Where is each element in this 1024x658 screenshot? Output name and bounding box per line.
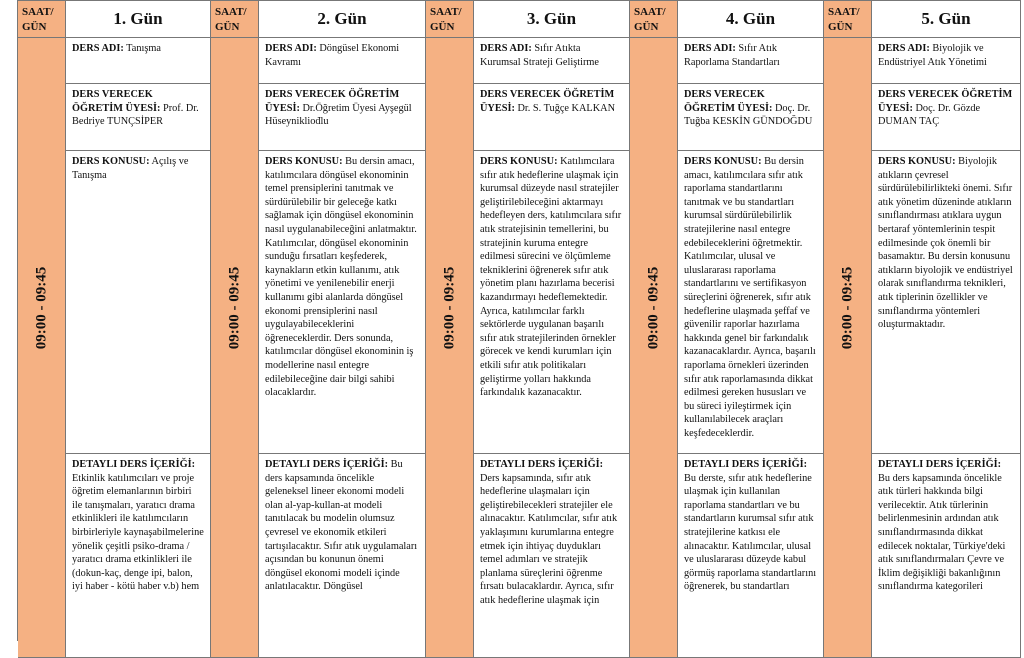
- topic-cell: DERS KONUSU: Bu dersin amacı, katılımcıl…: [259, 151, 425, 454]
- instructor: Prof. Dr. Bedriye TUNÇSİPER: [72, 102, 199, 128]
- time-cell: 09:00 - 09:45: [824, 38, 872, 658]
- day-header: 3. Gün: [474, 1, 630, 38]
- day-column: DERS ADI: Biyolojik ve Endüstriyel Atık …: [872, 38, 1021, 658]
- time-cell: 09:00 - 09:45: [18, 38, 66, 658]
- course-name: Sıfır Atıkta Kurumsal Strateji Geliştirm…: [480, 43, 599, 68]
- instructor-cell: DERS VERECEK ÖĞRETİM ÜYESİ: Dr.Öğretim Ü…: [259, 84, 425, 151]
- time-cell: 09:00 - 09:45: [426, 38, 474, 658]
- course-name: Sıfır Atık Raporlama Standartları: [684, 43, 780, 68]
- course-name-label: DERS ADI:: [72, 43, 124, 54]
- course-name-label: DERS ADI:: [480, 43, 532, 54]
- day-column: DERS ADI: Döngüsel Ekonomi Kavramı DERS …: [259, 38, 426, 658]
- day-column: DERS ADI: Sıfır Atıkta Kurumsal Strateji…: [474, 38, 630, 658]
- time-label: 09:00 - 09:45: [645, 266, 661, 350]
- course-name-label: DERS ADI:: [684, 43, 736, 54]
- topic: Biyolojik atıkların çevresel sürdürülebi…: [878, 156, 1013, 331]
- course-name-cell: DERS ADI: Sıfır Atıkta Kurumsal Strateji…: [474, 38, 629, 84]
- detail: Etkinlik katılımcıları ve proje öğretim …: [72, 472, 204, 593]
- course-name-cell: DERS ADI: Döngüsel Ekonomi Kavramı: [259, 38, 425, 84]
- course-name-label: DERS ADI:: [265, 43, 317, 54]
- saat-header: SAAT/ GÜN: [630, 1, 678, 38]
- topic-label: DERS KONUSU:: [72, 156, 150, 167]
- time-label: 09:00 - 09:45: [839, 266, 855, 350]
- topic-cell: DERS KONUSU: Katılımcılara sıfır atık he…: [474, 151, 629, 454]
- detail: Bu ders kapsamında öncelikle atık türler…: [878, 472, 1006, 593]
- topic-cell: DERS KONUSU: Bu dersin amacı, katılımcıl…: [678, 151, 823, 454]
- topic: Katılımcılara sıfır atık hedeflerine ula…: [480, 156, 622, 399]
- instructor-cell: DERS VERECEK ÖĞRETİM ÜYESİ: Dr. S. Tuğçe…: [474, 84, 629, 151]
- instructor-label: DERS VERECEK ÖĞRETİM ÜYESİ:: [72, 89, 161, 114]
- detail-cell: DETAYLI DERS İÇERİĞİ: Etkinlik katılımcı…: [66, 454, 210, 658]
- topic-label: DERS KONUSU:: [265, 156, 343, 167]
- instructor-label: DERS VERECEK ÖĞRETİM ÜYESİ:: [878, 89, 1013, 114]
- day-column: DERS ADI: Sıfır Atık Raporlama Standartl…: [678, 38, 824, 658]
- day-header: 5. Gün: [872, 1, 1021, 38]
- instructor-label: DERS VERECEK ÖĞRETİM ÜYESİ:: [684, 89, 773, 114]
- instructor: Dr. S. Tuğçe KALKAN: [517, 102, 616, 114]
- instructor-cell: DERS VERECEK ÖĞRETİM ÜYESİ: Prof. Dr. Be…: [66, 84, 210, 151]
- time-cell: 09:00 - 09:45: [630, 38, 678, 658]
- instructor: Doç. Dr. Tuğba KESKİN GÜNDOĞDU: [684, 102, 813, 128]
- day-column: DERS ADI: Tanışma DERS VERECEK ÖĞRETİM Ü…: [66, 38, 211, 658]
- time-label: 09:00 - 09:45: [441, 266, 457, 350]
- detail-label: DETAYLI DERS İÇERİĞİ:: [265, 459, 389, 470]
- course-name-label: DERS ADI:: [878, 43, 930, 54]
- detail: Ders kapsamında, sıfır atık hedeflerine …: [480, 472, 618, 606]
- instructor: Dr.Öğretim Üyesi Ayşegül Hüseynikliođlu: [265, 102, 412, 128]
- topic: Bu dersin amacı, katılımcılara sıfır atı…: [684, 156, 816, 439]
- detail-cell: DETAYLI DERS İÇERİĞİ: Ders kapsamında, s…: [474, 454, 629, 658]
- course-name: Döngüsel Ekonomi Kavramı: [265, 43, 400, 68]
- detail-label: DETAYLI DERS İÇERİĞİ:: [72, 459, 196, 470]
- detail-label: DETAYLI DERS İÇERİĞİ:: [480, 459, 604, 470]
- detail-cell: DETAYLI DERS İÇERİĞİ: Bu derste, sıfır a…: [678, 454, 823, 658]
- saat-header: SAAT/ GÜN: [211, 1, 259, 38]
- detail-cell: DETAYLI DERS İÇERİĞİ: Bu ders kapsamında…: [872, 454, 1020, 658]
- day-header: 4. Gün: [678, 1, 824, 38]
- course-name: Biyolojik ve Endüstriyel Atık Yönetimi: [878, 43, 987, 68]
- detail-cell: DETAYLI DERS İÇERİĞİ: Bu ders kapsamında…: [259, 454, 425, 658]
- course-name-cell: DERS ADI: Sıfır Atık Raporlama Standartl…: [678, 38, 823, 84]
- detail-label: DETAYLI DERS İÇERİĞİ:: [878, 459, 1002, 470]
- topic-label: DERS KONUSU:: [480, 156, 558, 167]
- saat-header: SAAT/ GÜN: [824, 1, 872, 38]
- course-name: Tanışma: [126, 43, 161, 54]
- topic-cell: DERS KONUSU: Biyolojik atıkların çevrese…: [872, 151, 1020, 454]
- detail: Bu derste, sıfır atık hedeflerine ulaşma…: [684, 472, 817, 593]
- time-label: 09:00 - 09:45: [33, 266, 49, 350]
- instructor-cell: DERS VERECEK ÖĞRETİM ÜYESİ: Doç. Dr. Göz…: [872, 84, 1020, 151]
- instructor-label: DERS VERECEK ÖĞRETİM ÜYESİ:: [265, 89, 400, 114]
- instructor-label: DERS VERECEK ÖĞRETİM ÜYESİ:: [480, 89, 615, 114]
- topic: Bu dersin amacı, katılımcılara döngüsel …: [265, 156, 417, 399]
- topic-cell: DERS KONUSU: Açılış ve Tanışma: [66, 151, 210, 454]
- instructor: Doç. Dr. Gözde DUMAN TAÇ: [878, 102, 981, 128]
- detail-label: DETAYLI DERS İÇERİĞİ:: [684, 459, 808, 470]
- schedule-table: SAAT/ GÜN 1. Gün 09:00 - 09:45 DERS ADI: T…: [17, 0, 1021, 658]
- time-cell: 09:00 - 09:45: [211, 38, 259, 658]
- time-label: 09:00 - 09:45: [226, 266, 242, 350]
- course-name-cell: DERS ADI: Biyolojik ve Endüstriyel Atık …: [872, 38, 1020, 84]
- saat-header: SAAT/ GÜN: [426, 1, 474, 38]
- topic-label: DERS KONUSU:: [684, 156, 762, 167]
- topic-label: DERS KONUSU:: [878, 156, 956, 167]
- course-name-cell: DERS ADI: Tanışma: [66, 38, 210, 84]
- topic: Açılış ve Tanışma: [72, 156, 189, 181]
- day-header: 2. Gün: [259, 1, 426, 38]
- detail: Bu ders kapsamında öncelikle geleneksel …: [265, 459, 418, 593]
- day-header: 1. Gün: [66, 1, 211, 38]
- saat-header: SAAT/ GÜN: [18, 1, 66, 38]
- instructor-cell: DERS VERECEK ÖĞRETİM ÜYESİ: Doç. Dr. Tuğ…: [678, 84, 823, 151]
